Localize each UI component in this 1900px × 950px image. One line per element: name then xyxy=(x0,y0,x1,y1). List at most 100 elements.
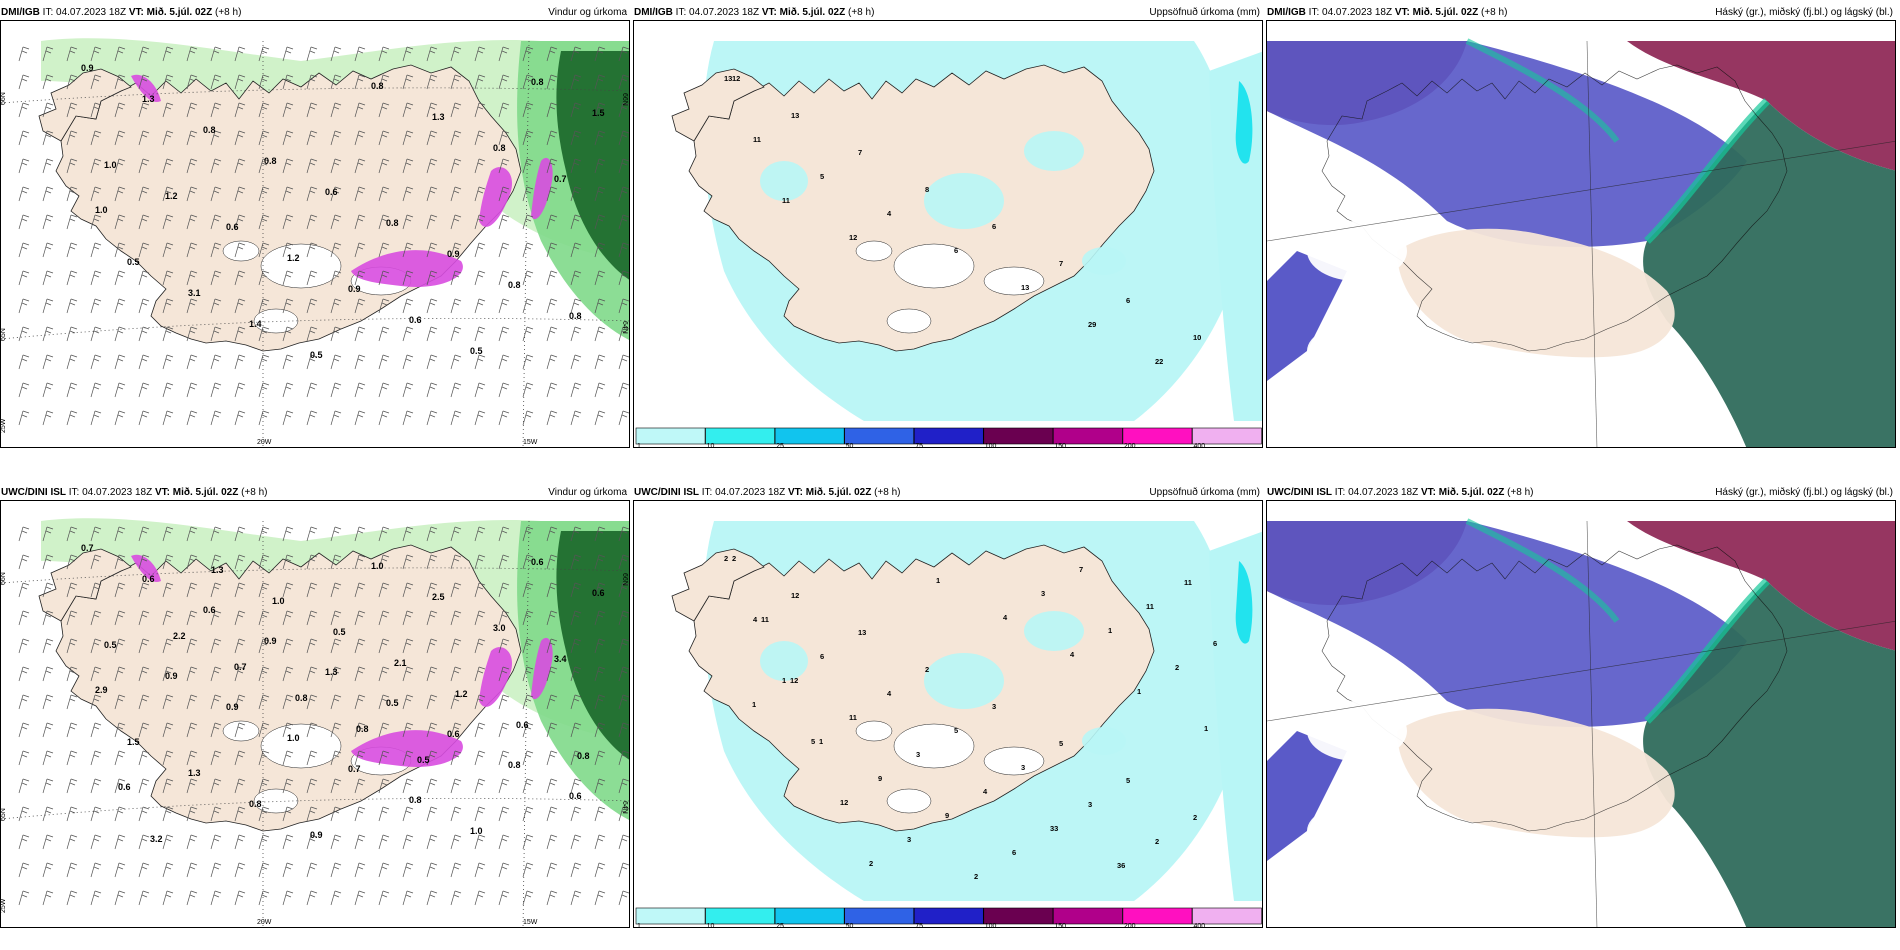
colorbar-swatch xyxy=(774,427,845,445)
colorbar-swatch xyxy=(1122,427,1193,445)
precip-value-label: 0.8 xyxy=(356,724,369,734)
accum-value-label: 7 xyxy=(1059,259,1063,268)
model-name: UWC/DINI ISL xyxy=(1267,487,1332,498)
colorbar-swatch xyxy=(913,907,984,925)
field-title: Uppsöfnuð úrkoma (mm) xyxy=(1149,7,1260,18)
accum-map-svg: 13 13 7 8 6 7 6 10 11 5 4 6 13 29 22 12 11 12 1 10 25 50 75 100… xyxy=(634,21,1262,448)
precip-value-label: 0.7 xyxy=(348,764,361,774)
axis-label: 25W xyxy=(1,898,7,913)
accum-value-label: 11 xyxy=(1146,602,1154,611)
wind-map-svg: 66N 65N 66N 64N 25W 20W 15W 0.7 0.6 0.6 0.9 1.3 0.5 0… xyxy=(1,501,629,927)
vt-value: Mið. 5.júl. 02Z xyxy=(779,7,846,18)
colorbar-swatch xyxy=(635,427,706,445)
lead-time: (+8 h) xyxy=(215,7,242,18)
precip-value-label: 0.7 xyxy=(81,543,94,553)
panel-accum-precip-dmi: DMI/IGB IT: 04.07.2023 18Z VT: Mið. 5.jú… xyxy=(633,0,1263,448)
precip-value-label: 0.9 xyxy=(165,671,178,681)
panel-clouds-dmi: DMI/IGB IT: 04.07.2023 18Z VT: Mið. 5.jú… xyxy=(1266,0,1896,448)
precip-value-label: 0.5 xyxy=(127,257,140,267)
precip-value-label: 1.2 xyxy=(165,191,178,201)
accum-value-label: 7 xyxy=(858,148,862,157)
panel-header: DMI/IGB IT: 04.07.2023 18Z VT: Mið. 5.jú… xyxy=(1,6,629,20)
axis-label: 20W xyxy=(257,439,272,446)
colorbar-tick: 400 xyxy=(1193,443,1205,448)
precip-value-label: 1.5 xyxy=(127,737,140,747)
it-label: IT: xyxy=(68,487,80,498)
accum-value-label: 8 xyxy=(925,185,929,194)
accum-value-label: 33 xyxy=(1050,824,1058,833)
accum-value-label: 5 xyxy=(811,737,815,746)
cloud-map-svg xyxy=(1267,501,1895,927)
precip-value-label: 0.9 xyxy=(81,63,94,73)
precip-value-label: 0.8 xyxy=(508,760,521,770)
colorbar-swatch xyxy=(844,907,915,925)
accum-value-label: 13 xyxy=(858,628,866,637)
precip-value-label: 0.6 xyxy=(409,315,422,325)
precip-value-label: 0.5 xyxy=(417,755,430,765)
accum-value-label: 11 xyxy=(1184,578,1192,587)
precip-value-label: 2.2 xyxy=(173,631,186,641)
lead-time: (+8 h) xyxy=(1507,487,1534,498)
vt-label: VT: xyxy=(787,487,803,498)
accum-value-label: 4 xyxy=(753,615,758,624)
precip-value-label: 0.9 xyxy=(447,249,460,259)
colorbar-tick: 10 xyxy=(707,443,715,448)
vt-value: Mið. 5.júl. 02Z xyxy=(1438,487,1505,498)
panel-header: UWC/DINI ISL IT: 04.07.2023 18Z VT: Mið.… xyxy=(1,486,629,500)
precip-value-label: 1.3 xyxy=(325,667,338,677)
colorbar-swatch xyxy=(913,427,984,445)
precip-value-label: 0.9 xyxy=(264,636,277,646)
precip-value-label: 1.0 xyxy=(371,561,384,571)
accum-value-label: 5 xyxy=(1059,739,1063,748)
precip-value-label: 0.6 xyxy=(569,791,582,801)
axis-label: 25W xyxy=(1,418,7,433)
wind-map-svg: 66N 65N 66N 64N 25W 20W 15W 0.9 1.3 0.8 0.8 0.6 0.8 0… xyxy=(1,21,629,447)
precip-value-label: 0.8 xyxy=(493,143,506,153)
accum-value-label: 2 xyxy=(724,554,728,563)
map-area xyxy=(1266,20,1896,448)
precip-value-label: 3.1 xyxy=(188,288,201,298)
accum-value-label: 12 xyxy=(732,74,740,83)
precip-value-label: 0.8 xyxy=(577,751,590,761)
accum-value-label: 2 xyxy=(732,554,736,563)
vt-label: VT: xyxy=(154,487,170,498)
colorbar-tick: 200 xyxy=(1124,443,1136,448)
accum-value-label: 1 xyxy=(819,737,823,746)
precip-value-label: 0.6 xyxy=(592,588,605,598)
accum-value-label: 11 xyxy=(782,196,790,205)
it-label: IT: xyxy=(42,7,54,18)
precip-value-label: 0.6 xyxy=(142,574,155,584)
axis-label: 65N xyxy=(1,328,7,341)
precip-value-label: 0.8 xyxy=(203,125,216,135)
colorbar-swatch xyxy=(1192,427,1262,445)
accum-value-label: 3 xyxy=(992,702,996,711)
vt-label: VT: xyxy=(128,7,144,18)
accum-value-label: 29 xyxy=(1088,320,1096,329)
colorbar-tick: 1 xyxy=(637,443,641,448)
accum-value-label: 6 xyxy=(954,246,958,255)
accum-value-label: 36 xyxy=(1117,861,1125,870)
panel-wind-precip-dmi: DMI/IGB IT: 04.07.2023 18Z VT: Mið. 5.jú… xyxy=(0,0,630,448)
map-area xyxy=(1266,500,1896,928)
panel-clouds-uwc: UWC/DINI ISL IT: 04.07.2023 18Z VT: Mið.… xyxy=(1266,480,1896,928)
precip-value-label: 0.7 xyxy=(554,174,567,184)
colorbar-tick: 1 xyxy=(637,923,641,928)
lead-time: (+8 h) xyxy=(848,7,875,18)
model-name: DMI/IGB xyxy=(1,7,40,18)
vt-value: Mið. 5.júl. 02Z xyxy=(172,487,239,498)
colorbar-tick: 150 xyxy=(1054,923,1066,928)
precip-value-label: 1.3 xyxy=(142,94,155,104)
vt-value: Mið. 5.júl. 02Z xyxy=(805,487,872,498)
field-title: Vindur og úrkoma xyxy=(548,7,627,18)
accum-map-svg: 2121323552464533221113433361111599671161… xyxy=(634,501,1262,928)
colorbar-tick: 100 xyxy=(985,923,997,928)
accum-value-label: 9 xyxy=(945,811,949,820)
accum-value-label: 3 xyxy=(907,835,911,844)
precip-value-label: 0.8 xyxy=(264,156,277,166)
accum-value-label: 1 xyxy=(1137,687,1141,696)
precip-value-label: 1.0 xyxy=(272,596,285,606)
precip-value-label: 0.6 xyxy=(226,222,239,232)
accum-value-label: 2 xyxy=(1193,813,1197,822)
accum-value-label: 13 xyxy=(1021,283,1029,292)
precip-value-label: 2.5 xyxy=(432,592,445,602)
